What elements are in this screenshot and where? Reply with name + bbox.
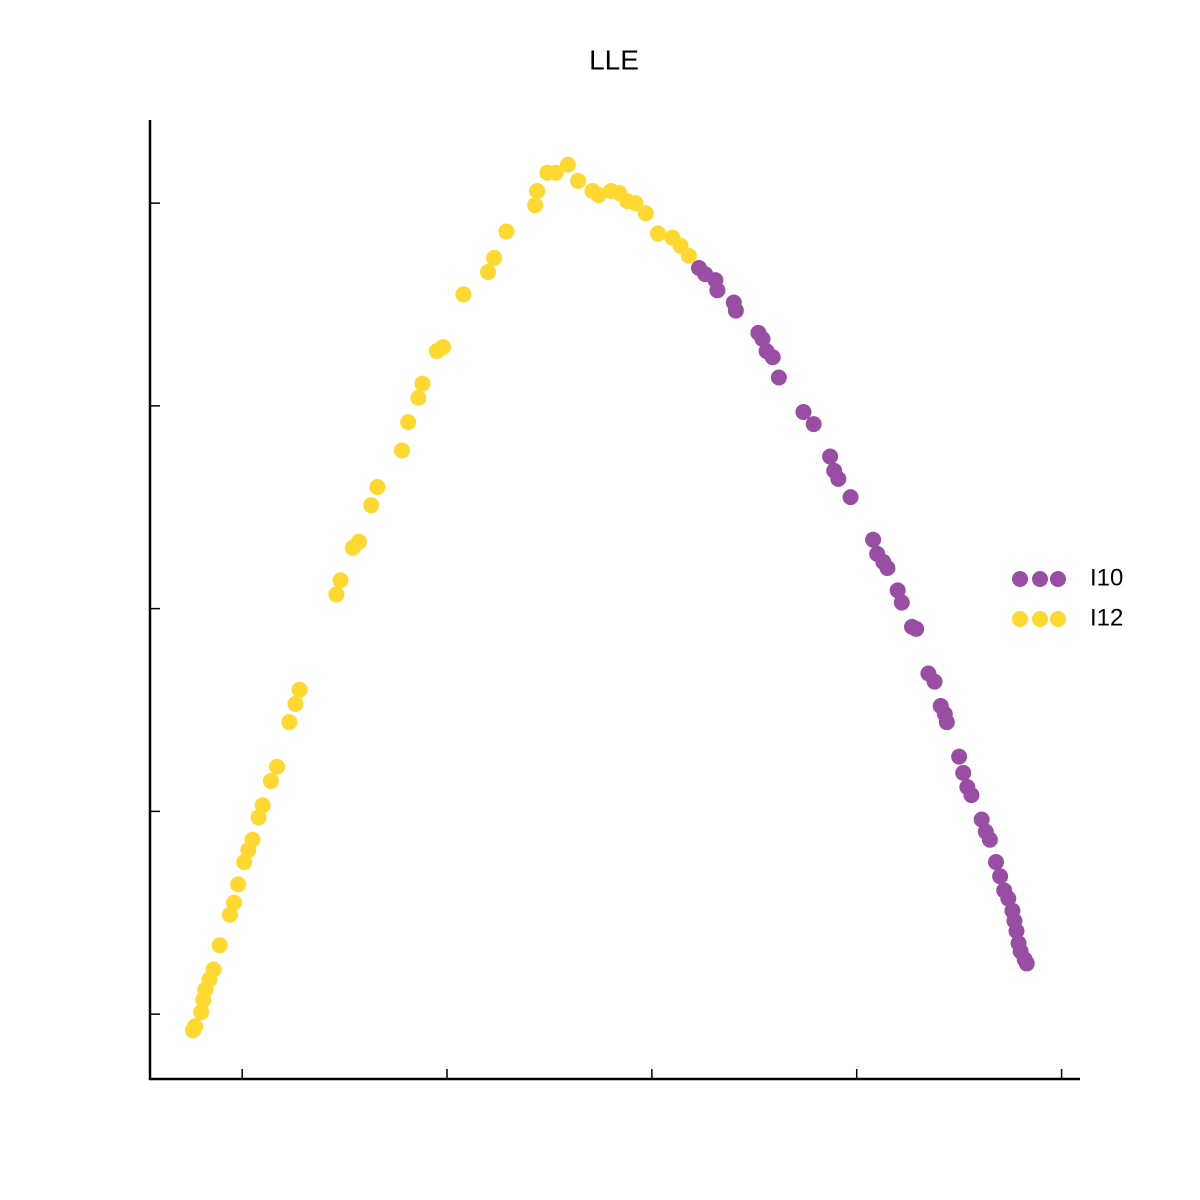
point (236, 854, 253, 871)
legend-marker (1032, 571, 1048, 587)
point (250, 809, 267, 826)
point (680, 247, 697, 264)
point (650, 225, 667, 242)
point (269, 758, 286, 775)
legend-marker (1050, 611, 1066, 627)
legend-label: I10 (1090, 564, 1123, 591)
chart-title: LLE (589, 44, 639, 75)
point (414, 375, 431, 392)
point (332, 572, 349, 589)
point (287, 695, 304, 712)
point (400, 414, 417, 431)
point (770, 369, 787, 386)
point (908, 620, 925, 637)
point (795, 403, 812, 420)
point (627, 195, 644, 212)
point (559, 156, 576, 173)
point (842, 489, 859, 506)
point (764, 349, 781, 366)
legend-label: I12 (1090, 604, 1123, 631)
point (1000, 890, 1017, 907)
point (211, 937, 228, 954)
point (1018, 955, 1035, 972)
point (369, 478, 386, 495)
point (830, 470, 847, 487)
point (981, 831, 998, 848)
point (709, 282, 726, 299)
point (363, 497, 380, 514)
point (992, 868, 1009, 885)
point (254, 797, 271, 814)
point (865, 531, 882, 548)
point (547, 164, 564, 181)
point (570, 172, 587, 189)
point (225, 894, 242, 911)
point (822, 448, 839, 465)
point (527, 197, 544, 214)
point (529, 182, 546, 199)
point (727, 302, 744, 319)
point (479, 264, 496, 281)
point (350, 533, 367, 550)
point (262, 772, 279, 789)
legend-marker (1050, 571, 1066, 587)
point (393, 442, 410, 459)
point (291, 681, 308, 698)
point (221, 906, 238, 923)
point (434, 339, 451, 356)
point (328, 586, 345, 603)
point (590, 187, 607, 204)
point (486, 249, 503, 266)
point (879, 560, 896, 577)
point (193, 1004, 210, 1021)
point (244, 831, 261, 848)
legend-marker (1032, 611, 1048, 627)
legend-marker (1012, 611, 1028, 627)
point (988, 854, 1005, 871)
point (926, 673, 943, 690)
point (410, 389, 427, 406)
point (230, 876, 247, 893)
legend-marker (1012, 571, 1028, 587)
point (963, 787, 980, 804)
point (893, 594, 910, 611)
point (205, 961, 222, 978)
point (938, 714, 955, 731)
point (955, 764, 972, 781)
point (754, 330, 771, 347)
point (889, 582, 906, 599)
point (805, 416, 822, 433)
point (281, 714, 298, 731)
point (1008, 922, 1025, 939)
point (187, 1018, 204, 1035)
point (455, 286, 472, 303)
point (498, 223, 515, 240)
point (951, 748, 968, 765)
point (637, 205, 654, 222)
point (973, 811, 990, 828)
